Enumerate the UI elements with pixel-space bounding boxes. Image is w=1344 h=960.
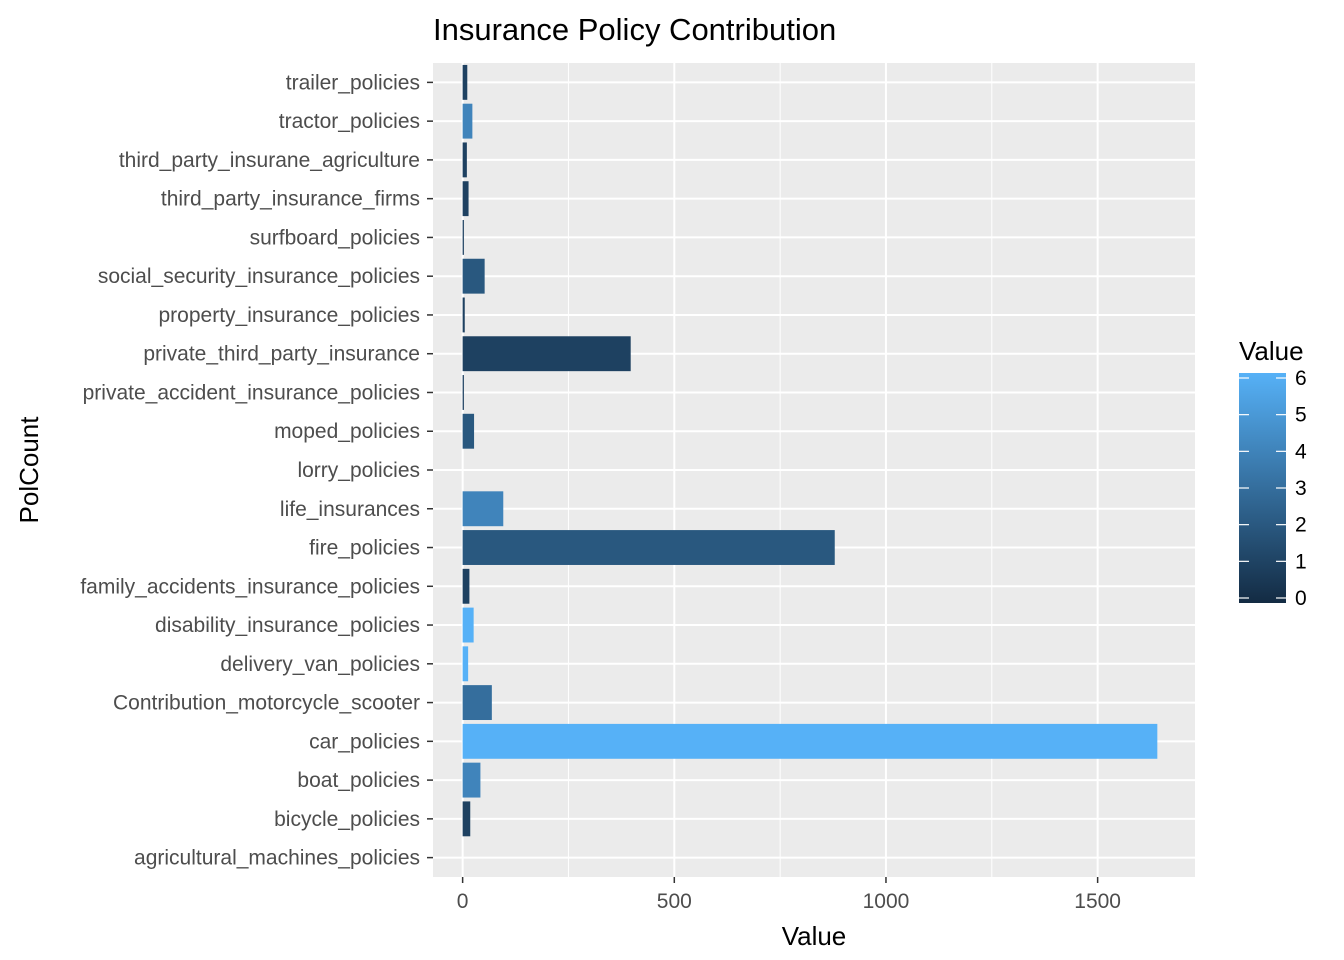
bar-social-security-insurance-policies <box>462 258 485 294</box>
y-tick-label: fire_policies <box>309 537 420 560</box>
legend-ticks: 0 1 2 3 4 5 6 <box>1239 367 1307 610</box>
y-tick-label: moped_policies <box>274 420 420 443</box>
legend-tick-label: 6 <box>1295 367 1307 390</box>
y-tick-label: social_security_insurance_policies <box>98 265 420 288</box>
y-tick-label: bicycle_policies <box>274 808 420 831</box>
y-tick-label: surfboard_policies <box>250 226 420 249</box>
bar-family-accidents-insurance-policies <box>462 568 470 604</box>
bar-private-third-party-insurance <box>462 336 631 372</box>
y-tick-label: car_policies <box>309 730 420 753</box>
legend-tick-label: 5 <box>1295 404 1307 427</box>
bar-tractor-policies <box>462 103 473 139</box>
bar-bicycle-policies <box>462 801 471 837</box>
color-legend: Value 0 1 2 3 4 5 6 <box>1239 336 1307 610</box>
x-axis: 0 500 1000 1500 <box>457 877 1121 913</box>
bar-life-insurances <box>462 491 504 527</box>
bar-third-party-insurane-agriculture <box>462 142 467 178</box>
y-tick-label: disability_insurance_policies <box>155 614 420 637</box>
y-tick-label: private_accident_insurance_policies <box>83 381 420 404</box>
legend-title: Value <box>1239 336 1304 366</box>
y-tick-label: delivery_van_policies <box>220 653 420 676</box>
bar-surfboard-policies <box>462 219 464 255</box>
y-tick-label: life_insurances <box>280 498 420 521</box>
y-axis-title: PolCount <box>14 416 44 524</box>
bar-car-policies <box>462 723 1158 759</box>
bar-property-insurance-policies <box>462 297 465 333</box>
legend-tick-label: 2 <box>1295 514 1307 537</box>
y-tick-label: third_party_insurane_agriculture <box>119 149 420 172</box>
y-tick-label: boat_policies <box>297 769 420 792</box>
bar-contribution-motorcycle-scooter <box>462 685 492 721</box>
y-tick-label: Contribution_motorcycle_scooter <box>113 692 420 715</box>
legend-tick-label: 1 <box>1295 550 1307 573</box>
x-tick-label: 0 <box>457 890 469 913</box>
bar-trailer-policies <box>462 64 468 100</box>
legend-tick-label: 0 <box>1295 587 1307 610</box>
x-axis-title: Value <box>782 921 847 951</box>
y-tick-label: agricultural_machines_policies <box>134 847 420 870</box>
bar-fire-policies <box>462 530 835 565</box>
legend-tick-label: 3 <box>1295 477 1307 500</box>
x-tick-label: 1000 <box>863 890 910 913</box>
y-tick-label: property_insurance_policies <box>159 304 421 327</box>
bar-moped-policies <box>462 413 475 449</box>
bar-boat-policies <box>462 762 481 798</box>
y-tick-label: family_accidents_insurance_policies <box>80 575 420 598</box>
bar-disability-insurance-policies <box>462 607 474 643</box>
bar-third-party-insurance-firms <box>462 181 469 217</box>
y-tick-label: lorry_policies <box>297 459 420 482</box>
bar-delivery-van-policies <box>462 646 469 682</box>
x-tick-label: 1500 <box>1074 890 1121 913</box>
bars <box>462 64 1158 837</box>
y-axis: agricultural_machines_policies bicycle_po… <box>80 71 433 870</box>
y-tick-label: third_party_insurance_firms <box>161 188 420 211</box>
y-tick-label: tractor_policies <box>279 110 420 133</box>
y-tick-label: trailer_policies <box>286 71 420 94</box>
x-tick-label: 500 <box>657 890 692 913</box>
chart-title: Insurance Policy Contribution <box>433 12 836 47</box>
bar-private-accident-insurance-policies <box>462 375 464 410</box>
y-tick-label: private_third_party_insurance <box>143 343 420 366</box>
legend-tick-label: 4 <box>1295 440 1307 463</box>
